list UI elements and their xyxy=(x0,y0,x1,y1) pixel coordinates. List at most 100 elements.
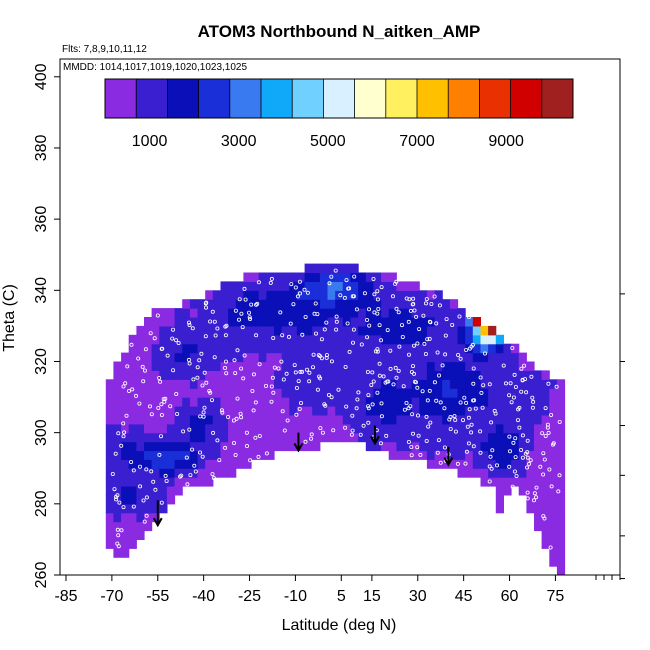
sample-point xyxy=(144,513,149,518)
sample-point xyxy=(152,336,157,341)
heat-cell xyxy=(373,308,382,318)
sample-point xyxy=(165,353,170,358)
heat-cell xyxy=(396,352,405,363)
heatmap-layer xyxy=(105,263,566,575)
heat-cell xyxy=(350,281,359,291)
sample-point xyxy=(355,397,360,402)
heat-cell xyxy=(419,325,428,336)
heat-cell xyxy=(511,370,520,380)
heat-cell xyxy=(534,406,543,416)
heat-cell xyxy=(182,441,191,452)
heat-cell xyxy=(197,308,206,318)
heat-cell xyxy=(121,432,130,443)
heat-cell xyxy=(342,272,351,282)
heat-cell xyxy=(296,379,306,389)
heat-cell xyxy=(312,352,321,363)
heat-cell xyxy=(159,450,168,460)
heat-cell xyxy=(144,388,153,398)
heat-cell xyxy=(128,343,137,354)
colorbar: 1000 3000 5000 7000 9000 xyxy=(104,78,574,150)
heat-cell xyxy=(105,450,114,460)
sample-point xyxy=(317,374,322,379)
sample-point xyxy=(418,452,423,457)
heat-cell xyxy=(220,299,229,309)
heat-cell xyxy=(296,281,306,291)
heat-cell xyxy=(442,414,451,425)
heat-cell xyxy=(281,334,290,345)
heat-cell xyxy=(511,388,520,398)
heat-cell xyxy=(312,325,321,336)
heat-cell xyxy=(166,414,176,425)
x-tick-label: -70 xyxy=(100,588,123,605)
heat-cell xyxy=(426,450,436,460)
heat-cell xyxy=(342,343,351,354)
sample-point xyxy=(254,302,259,307)
sample-point xyxy=(242,286,247,291)
heat-cell xyxy=(449,343,459,354)
heat-cell xyxy=(358,406,367,416)
heat-cell xyxy=(365,334,374,345)
sample-point xyxy=(117,500,122,505)
heat-cell xyxy=(411,281,420,291)
heat-cell xyxy=(396,406,405,416)
sample-point xyxy=(293,285,298,290)
heat-cell xyxy=(518,388,527,398)
heat-cell xyxy=(113,361,122,371)
heat-cell xyxy=(503,441,512,452)
heat-cell xyxy=(151,494,160,505)
sample-point xyxy=(297,291,302,296)
sample-point xyxy=(174,391,179,396)
heat-cell xyxy=(335,370,344,380)
heat-cell xyxy=(373,441,382,452)
heat-cell xyxy=(258,343,267,354)
heat-cell xyxy=(503,352,512,363)
heat-cell xyxy=(113,468,122,478)
sample-point xyxy=(304,367,309,372)
sample-point xyxy=(507,449,512,454)
sample-point xyxy=(305,290,310,295)
heat-cell xyxy=(274,343,283,354)
sample-point xyxy=(234,416,239,421)
sample-point xyxy=(164,478,169,483)
heat-cell xyxy=(495,388,504,398)
sample-point xyxy=(125,364,130,369)
heat-cell xyxy=(480,450,489,460)
heat-cell xyxy=(396,432,405,443)
sample-point xyxy=(447,417,452,422)
heat-cell xyxy=(350,308,359,318)
heat-cell xyxy=(189,325,199,336)
heat-cell xyxy=(335,263,344,274)
sample-point xyxy=(343,425,348,430)
heat-cell xyxy=(426,459,436,469)
heat-cell xyxy=(449,370,459,380)
heat-cell xyxy=(442,379,451,389)
heat-cell xyxy=(144,494,153,505)
heat-cell xyxy=(419,308,428,318)
sample-point xyxy=(253,400,258,405)
heat-cell xyxy=(335,272,344,282)
sample-point xyxy=(311,352,316,357)
heat-cell xyxy=(136,530,145,540)
heat-cell xyxy=(312,334,321,345)
heat-cell xyxy=(373,361,382,371)
sample-point xyxy=(406,406,411,411)
heat-cell xyxy=(411,397,420,407)
heat-cell xyxy=(182,459,191,469)
heat-cell xyxy=(365,352,374,363)
heat-cell xyxy=(105,397,114,407)
heat-cell xyxy=(121,397,130,407)
heat-cell xyxy=(205,459,214,469)
x-tick-label: 75 xyxy=(547,588,565,605)
sample-point xyxy=(406,439,411,444)
heat-cell xyxy=(388,441,397,452)
sample-point xyxy=(508,381,513,386)
heat-cell xyxy=(327,281,336,291)
heat-cell xyxy=(388,370,397,380)
heat-cell xyxy=(166,494,176,505)
heat-cell xyxy=(296,423,306,434)
sample-point xyxy=(557,419,562,424)
heat-cell xyxy=(541,370,550,380)
sample-point xyxy=(548,545,553,550)
sample-point xyxy=(478,429,483,434)
heat-cell xyxy=(312,432,321,443)
